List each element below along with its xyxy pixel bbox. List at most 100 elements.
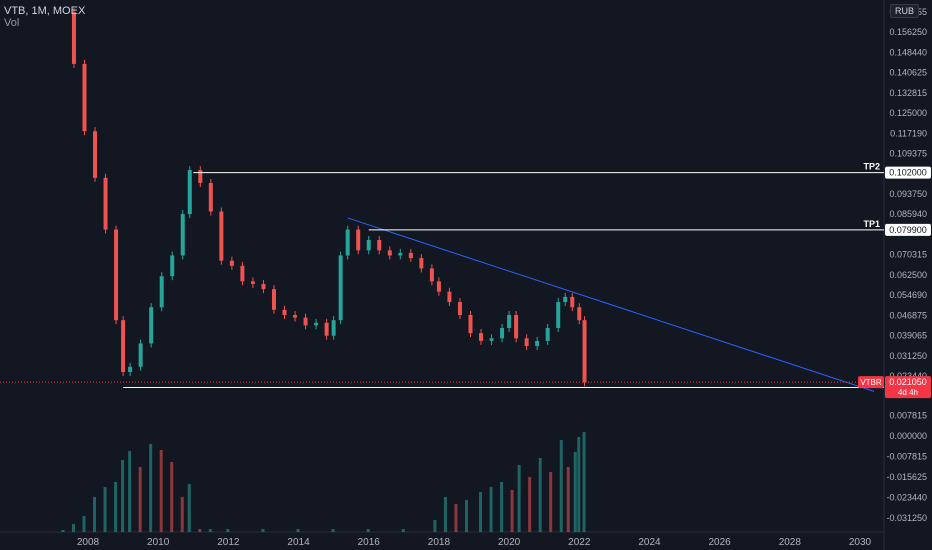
volume-tick-label: -0.007815 xyxy=(886,452,927,462)
candle-body xyxy=(198,170,203,183)
candle-body xyxy=(398,252,403,256)
volume-bar xyxy=(226,529,230,532)
volume-bar xyxy=(159,450,163,532)
price-tick-label: 0.046875 xyxy=(889,310,927,320)
volume-bar xyxy=(510,490,514,532)
candle-body xyxy=(293,315,298,318)
volume-bar xyxy=(401,529,405,532)
level-label: TP2 xyxy=(863,162,880,172)
level-price-value: 0.102000 xyxy=(889,168,927,178)
candle-body xyxy=(479,333,484,341)
last-price-tag xyxy=(885,376,931,399)
candle-body xyxy=(556,302,561,328)
candle-body xyxy=(514,315,519,339)
volume-bar xyxy=(331,529,335,532)
x-tick-label: 2018 xyxy=(428,537,451,548)
price-tick-label: 0.140625 xyxy=(889,68,927,78)
price-tick-label: 0.132815 xyxy=(889,88,927,98)
volume-bar xyxy=(366,529,370,532)
volume-bar xyxy=(566,467,570,532)
candle-body xyxy=(489,338,494,341)
candle-body xyxy=(250,281,255,284)
candle-body xyxy=(229,260,234,266)
candle-body xyxy=(570,296,575,308)
candle-body xyxy=(468,315,473,334)
currency-badge[interactable]: RUB xyxy=(890,4,920,18)
symbol-tag-label: VTBR xyxy=(860,378,882,387)
candle-body xyxy=(582,320,587,383)
candle-body xyxy=(219,211,224,261)
x-tick-label: 2016 xyxy=(358,537,381,548)
candle-body xyxy=(303,317,308,326)
candle-body xyxy=(170,255,175,277)
symbol-title[interactable]: VTB, 1M, MOEX xyxy=(4,5,86,17)
candle-body xyxy=(345,229,350,256)
volume-bar xyxy=(198,529,202,532)
candle-body xyxy=(563,296,568,303)
candle-body xyxy=(282,309,287,316)
candle-body xyxy=(457,302,462,316)
candle-body xyxy=(138,343,143,367)
candle-body xyxy=(93,131,98,178)
candle-body xyxy=(261,283,266,290)
candle-body xyxy=(159,276,164,308)
candle-body xyxy=(71,12,76,64)
price-tick-label: 0.023440 xyxy=(889,371,927,381)
volume-bar xyxy=(296,529,300,532)
candle-body xyxy=(577,307,582,321)
price-tick-label: 0.062500 xyxy=(889,270,927,280)
volume-tick-label: -0.015625 xyxy=(886,472,927,482)
volume-bar xyxy=(582,432,586,532)
volume-bar xyxy=(128,451,132,532)
x-tick-label: 2014 xyxy=(287,537,310,548)
volume-bar xyxy=(559,440,563,532)
volume-bar xyxy=(573,452,577,532)
candle-body xyxy=(500,327,505,339)
volume-bar xyxy=(464,500,468,532)
candle-body xyxy=(149,307,154,344)
volume-bar xyxy=(261,529,265,532)
level-price-value: 0.079900 xyxy=(889,225,927,235)
candle-body xyxy=(429,268,434,282)
volume-bar xyxy=(549,472,553,532)
price-tick-label: 0.093750 xyxy=(889,189,927,199)
volume-bar xyxy=(528,477,532,532)
volume-bar xyxy=(61,530,65,532)
candle-body xyxy=(408,252,413,259)
candle-body xyxy=(436,281,441,292)
candle-body xyxy=(128,366,133,372)
candle-body xyxy=(103,177,108,230)
symbol-tag xyxy=(858,376,884,389)
candle-body xyxy=(180,214,185,256)
x-tick-label: 2024 xyxy=(638,537,661,548)
volume-tick-label: -0.023440 xyxy=(886,492,927,502)
candle-body xyxy=(535,340,540,347)
x-tick-label: 2020 xyxy=(498,537,521,548)
volume-bar xyxy=(138,467,142,532)
volume-tick-label: 0.007815 xyxy=(889,411,927,421)
level-price-tag xyxy=(885,166,931,179)
volume-bar xyxy=(454,504,458,532)
volume-bar xyxy=(187,484,191,532)
candle-body xyxy=(187,170,192,215)
candle-body xyxy=(356,229,361,251)
price-tick-label: 0.148440 xyxy=(889,47,927,57)
volume-tick-label: -0.031250 xyxy=(886,513,927,523)
candle-body xyxy=(114,229,119,321)
candle-body xyxy=(545,327,550,341)
candle-body xyxy=(331,320,336,336)
level-label: TP1 xyxy=(863,219,880,229)
candle-body xyxy=(271,289,276,310)
candle-body xyxy=(366,239,371,251)
volume-bar xyxy=(500,482,504,532)
x-tick-label: 2010 xyxy=(147,537,170,548)
candle-body xyxy=(121,320,126,372)
volume-tick-label: 0.000000 xyxy=(889,431,927,441)
candle-body xyxy=(387,250,392,256)
volume-bar xyxy=(149,444,153,532)
x-tick-label: 2022 xyxy=(568,537,591,548)
volume-bar xyxy=(208,529,212,532)
price-tick-label: 0.117190 xyxy=(890,128,927,138)
volume-bar xyxy=(433,520,437,532)
